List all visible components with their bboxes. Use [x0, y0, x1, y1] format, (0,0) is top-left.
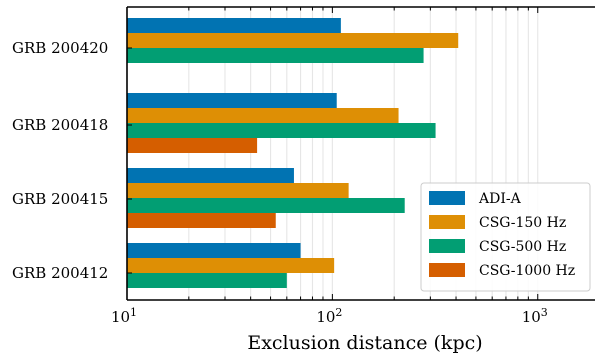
y-tick-label: GRB 200420	[12, 39, 108, 57]
bar	[127, 198, 405, 213]
legend-swatch	[429, 239, 465, 253]
x-tick-label: 103	[522, 306, 548, 326]
legend-label: CSG-500 Hz	[479, 239, 566, 255]
legend-swatch	[429, 191, 465, 205]
bar	[127, 213, 276, 228]
bar	[127, 183, 349, 198]
bar	[127, 138, 258, 153]
axes	[126, 6, 595, 301]
bar	[127, 18, 341, 33]
y-tick-label: GRB 200418	[12, 116, 108, 134]
bar	[127, 258, 335, 273]
legend-swatch	[429, 215, 465, 229]
legend-label: CSG-1000 Hz	[479, 263, 575, 279]
bar	[127, 273, 287, 288]
x-tick-label: 102	[316, 306, 342, 326]
y-tick-label: GRB 200415	[12, 190, 108, 208]
x-axis-label: Exclusion distance (kpc)	[247, 332, 482, 354]
bar	[127, 123, 436, 138]
tick-labels: GRB 200420 GRB 200418 GRB 200415 GRB 200412…	[12, 39, 548, 326]
legend: ADI-A CSG-150 Hz CSG-500 Hz CSG-1000 Hz	[420, 182, 591, 292]
bars	[127, 18, 459, 288]
bar	[127, 108, 399, 123]
x-tick-label: 101	[111, 306, 137, 326]
bar	[127, 33, 459, 48]
legend-label: ADI-A	[478, 191, 522, 207]
y-tick-label: GRB 200412	[12, 264, 108, 282]
legend-swatch	[429, 263, 465, 277]
bar	[127, 93, 337, 108]
legend-label: CSG-150 Hz	[479, 215, 566, 231]
bar	[127, 243, 301, 258]
bar	[127, 48, 424, 63]
bar	[127, 168, 294, 183]
